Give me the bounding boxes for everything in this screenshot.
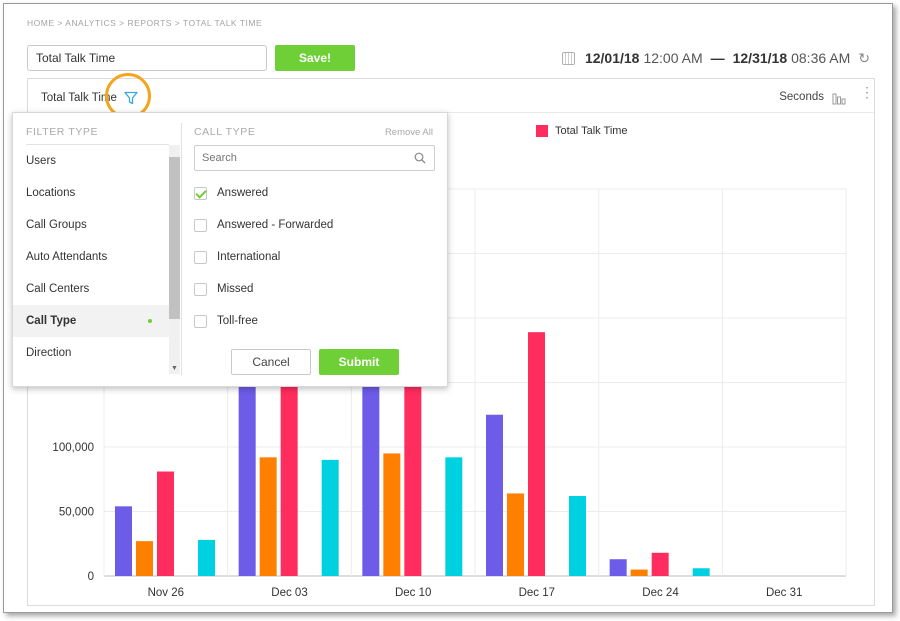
legend-label: Total Talk Time (555, 125, 628, 137)
bar-series-2-dec-03 (259, 457, 277, 576)
search-icon (414, 152, 426, 164)
breadcrumb: HOME > ANALYTICS > REPORTS > TOTAL TALK … (27, 18, 263, 28)
app-frame: HOME > ANALYTICS > REPORTS > TOTAL TALK … (3, 3, 893, 613)
filter-type-label: Call Type (26, 315, 77, 327)
legend-swatch (536, 125, 548, 137)
bar-series-2-dec-10 (383, 453, 401, 576)
filter-type-list: Users Locations Call Groups Auto Attendants… (13, 145, 169, 369)
call-type-option-answered-forwarded[interactable]: Answered - Forwarded (194, 217, 333, 233)
column-divider (181, 123, 182, 375)
filter-type-label: Locations (26, 187, 76, 199)
checkbox[interactable] (194, 282, 207, 296)
bar-series-3-dec-10 (404, 382, 422, 576)
filter-type-label: Auto Attendants (26, 251, 108, 263)
bar-series-2-dec-17 (507, 493, 524, 576)
search-input[interactable] (195, 146, 395, 170)
filter-type-auto-attendants[interactable]: Auto Attendants (13, 241, 169, 273)
filter-type-label: Direction (26, 347, 72, 359)
bar-series-1-dec-17 (486, 414, 503, 576)
bar-series-2-nov-26 (136, 541, 153, 576)
call-type-label: Toll-free (217, 315, 258, 327)
call-type-header: CALL TYPE (194, 126, 256, 138)
calendar-icon[interactable] (561, 51, 575, 65)
bar-series-4-nov-26 (198, 539, 215, 576)
more-options-icon[interactable]: ⋮ (860, 84, 874, 100)
submit-button[interactable]: Submit (319, 349, 399, 375)
filter-type-label: Call Groups (26, 219, 87, 231)
call-type-label: Answered (217, 187, 269, 199)
end-time: 08:36 AM (791, 50, 851, 66)
filter-type-direction[interactable]: Direction (13, 337, 169, 369)
checkbox[interactable] (194, 314, 207, 328)
filter-type-divider (26, 144, 169, 145)
end-date: 12/31/18 (732, 50, 788, 66)
checkbox[interactable] (194, 186, 207, 200)
card-header: Total Talk Time Seconds ⋮ (28, 73, 874, 119)
start-date: 12/01/18 (584, 50, 640, 66)
bar-series-3-dec-03 (280, 382, 298, 576)
remove-all-link[interactable]: Remove All (384, 127, 433, 138)
filter-panel: FILTER TYPE CALL TYPE Remove All Users Lo… (12, 112, 448, 387)
call-type-label: Answered - Forwarded (217, 219, 334, 231)
bar-series-4-dec-17 (569, 496, 586, 576)
call-type-option-answered[interactable]: Answered (194, 185, 268, 201)
bar-series-1-dec-24 (609, 559, 627, 576)
bar-series-3-nov-26 (157, 471, 174, 576)
filter-type-header: FILTER TYPE (26, 126, 99, 138)
card-title: Total Talk Time (41, 92, 117, 104)
y-tick-label: 100,000 (52, 442, 94, 454)
x-tick-label: Dec 10 (395, 587, 431, 599)
call-type-search[interactable] (194, 145, 435, 171)
bar-series-4-dec-03 (321, 459, 339, 576)
filter-type-scrollbar[interactable]: ▼ (169, 145, 180, 374)
filter-type-locations[interactable]: Locations (13, 177, 169, 209)
checkbox[interactable] (194, 218, 207, 232)
units-label: Seconds (779, 91, 824, 103)
filter-type-call-type[interactable]: Call Type (13, 305, 169, 337)
date-range[interactable]: 12/01/18 12:00 AM — 12/31/18 08:36 AM ↻ (561, 48, 870, 68)
active-dot-icon (148, 319, 152, 323)
bar-series-4-dec-10 (445, 457, 463, 576)
bar-series-4-dec-24 (692, 568, 710, 576)
filter-type-label: Call Centers (26, 283, 90, 295)
y-tick-label: 50,000 (59, 507, 94, 519)
filter-type-label: Users (26, 155, 57, 167)
scrollbar-thumb[interactable] (169, 157, 180, 319)
scroll-down-icon[interactable]: ▼ (171, 365, 178, 372)
bar-chart-icon[interactable] (832, 91, 846, 105)
x-tick-label: Dec 24 (642, 587, 679, 599)
date-separator: — (710, 50, 725, 66)
call-type-label: Missed (217, 283, 254, 295)
bar-series-1-dec-03 (238, 382, 256, 576)
save-button[interactable]: Save! (275, 45, 355, 71)
report-name-input[interactable] (27, 45, 267, 71)
bar-series-1-nov-26 (115, 506, 132, 576)
x-tick-label: Dec 03 (271, 587, 307, 599)
call-type-option-missed[interactable]: Missed (194, 281, 253, 297)
filter-type-users[interactable]: Users (13, 145, 169, 177)
start-time: 12:00 AM (643, 50, 703, 66)
chart-legend: Total Talk Time (536, 125, 628, 137)
cancel-button[interactable]: Cancel (231, 349, 311, 375)
bar-series-3-dec-24 (651, 552, 669, 576)
x-tick-label: Dec 31 (766, 587, 802, 599)
bar-series-3-dec-17 (528, 332, 545, 576)
checkbox[interactable] (194, 250, 207, 264)
x-tick-label: Nov 26 (148, 587, 184, 599)
y-tick-label: 0 (88, 571, 94, 583)
bar-series-1-dec-10 (362, 382, 380, 576)
refresh-icon[interactable]: ↻ (858, 49, 870, 66)
filter-type-call-centers[interactable]: Call Centers (13, 273, 169, 305)
call-type-option-international[interactable]: International (194, 249, 280, 265)
filter-type-call-groups[interactable]: Call Groups (13, 209, 169, 241)
bar-series-2-dec-24 (630, 569, 648, 576)
call-type-label: International (217, 251, 281, 263)
call-type-option-toll-free[interactable]: Toll-free (194, 313, 258, 329)
x-tick-label: Dec 17 (519, 587, 555, 599)
